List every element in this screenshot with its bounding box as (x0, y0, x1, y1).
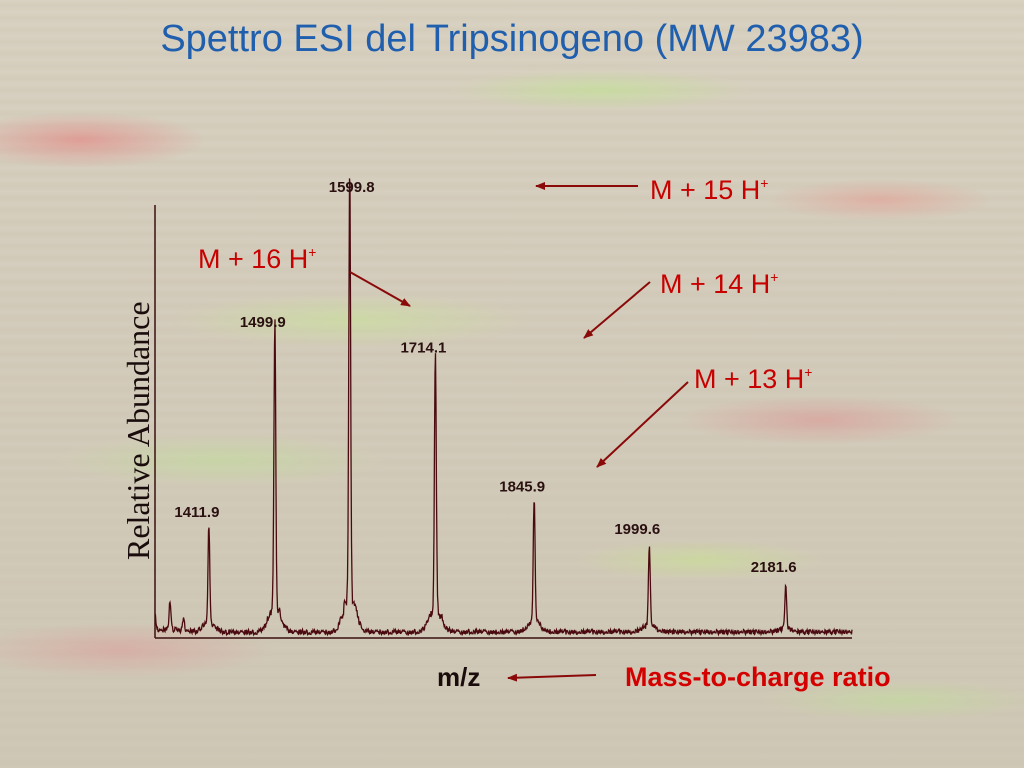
peak-label: 1411.9 (174, 504, 219, 521)
peak-label: 1845.9 (499, 479, 545, 496)
peak-label: 1499.9 (240, 314, 286, 331)
arrow-m14 (583, 281, 651, 339)
arrow-m13 (596, 381, 689, 468)
peak-label: 1714.1 (400, 339, 446, 356)
peak-label: 2181.6 (751, 559, 797, 576)
annotation-m13: M + 13 H+ (694, 364, 812, 394)
arrow-mz (507, 673, 597, 682)
spectrum-trace (154, 178, 853, 637)
arrow-m16 (349, 271, 411, 307)
x-axis-description: Mass-to-charge ratio (625, 662, 891, 692)
annotation-m15: M + 15 H+ (650, 175, 768, 205)
peak-label: 1999.6 (614, 521, 660, 538)
annotation-m14: M + 14 H+ (660, 269, 778, 299)
x-axis-label: m/z (437, 662, 480, 692)
annotation-m16: M + 16 H+ (198, 244, 316, 274)
slide-title: Spettro ESI del Tripsinogeno (MW 23983) (160, 18, 864, 60)
peak-label: 1599.8 (329, 179, 375, 196)
